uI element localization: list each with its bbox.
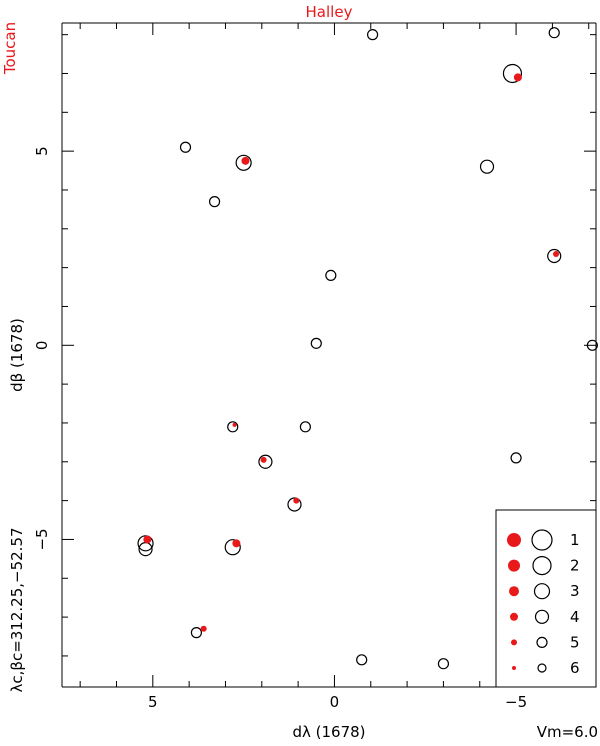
legend-filled-marker xyxy=(511,639,517,646)
y-tick-label: −5 xyxy=(33,528,51,550)
center-coordinates-label: λc,βc=312.25,−52.57 xyxy=(8,527,26,692)
legend-magnitude-label: 6 xyxy=(570,659,580,677)
legend-magnitude-label: 4 xyxy=(570,608,580,626)
catalog-star-point xyxy=(258,454,273,469)
x-tick-label: 5 xyxy=(148,693,158,711)
catalog-star-point xyxy=(437,658,450,670)
observed-star-point xyxy=(513,73,522,82)
x-axis-label: dλ (1678) xyxy=(292,723,365,741)
legend-magnitude-label: 5 xyxy=(570,633,580,651)
legend-open-marker xyxy=(537,663,547,673)
data-points xyxy=(137,27,598,670)
observed-star-point xyxy=(293,497,300,504)
legend-open-marker xyxy=(533,583,551,600)
observed-star-point xyxy=(232,539,241,548)
x-tick-label: 0 xyxy=(330,693,340,711)
chart-subtitle: Toucan xyxy=(1,22,19,75)
legend-magnitude-label: 1 xyxy=(570,531,580,549)
catalog-star-point xyxy=(510,452,522,464)
catalog-star-point xyxy=(190,627,203,639)
observed-star-point xyxy=(200,625,207,632)
legend-open-marker xyxy=(534,609,550,624)
legend-magnitude-label: 3 xyxy=(570,582,580,600)
observed-star-point xyxy=(241,156,250,165)
catalog-star-point xyxy=(479,159,495,174)
observed-star-point xyxy=(260,456,267,463)
y-tick-label: 0 xyxy=(33,341,51,351)
catalog-star-point xyxy=(227,421,239,433)
y-axis-label: dβ (1678) xyxy=(8,318,26,392)
legend-open-marker xyxy=(532,555,552,576)
catalog-star-point xyxy=(586,339,598,351)
catalog-star-point xyxy=(502,63,523,84)
catalog-star-point xyxy=(224,539,241,556)
observed-star-point xyxy=(553,251,560,258)
axis-tick-labels: 5 0 −5 5 0 −5 xyxy=(33,146,527,711)
y-tick-label: 5 xyxy=(33,146,51,156)
legend-filled-marker xyxy=(508,559,520,572)
legend-open-marker xyxy=(536,636,548,649)
catalog-star-point xyxy=(299,421,311,433)
magnitude-legend: 1 2 3 4 5 6 xyxy=(495,509,597,688)
legend-open-marker xyxy=(531,529,553,551)
observed-star-point xyxy=(143,535,152,544)
catalog-star-point xyxy=(547,248,562,264)
legend-filled-marker xyxy=(507,533,521,547)
observed-star-point xyxy=(232,422,237,427)
chart-title: Halley xyxy=(306,3,353,21)
catalog-star-point xyxy=(366,29,379,41)
legend-magnitude-label: 2 xyxy=(570,557,580,575)
legend-filled-marker xyxy=(510,612,518,621)
catalog-star-point xyxy=(325,269,337,281)
catalog-star-point xyxy=(179,141,192,153)
legend-filled-marker xyxy=(512,666,516,670)
catalog-star-point xyxy=(310,337,322,349)
legend-filled-marker xyxy=(509,586,519,597)
catalog-star-point xyxy=(235,154,252,171)
catalog-star-point xyxy=(137,535,154,552)
x-tick-label: −5 xyxy=(505,693,527,711)
catalog-star-point xyxy=(548,27,560,39)
catalog-star-point xyxy=(356,654,368,666)
limiting-magnitude-label: Vm=6.0 xyxy=(537,723,598,741)
catalog-star-point xyxy=(287,497,302,512)
catalog-star-point xyxy=(208,196,221,208)
